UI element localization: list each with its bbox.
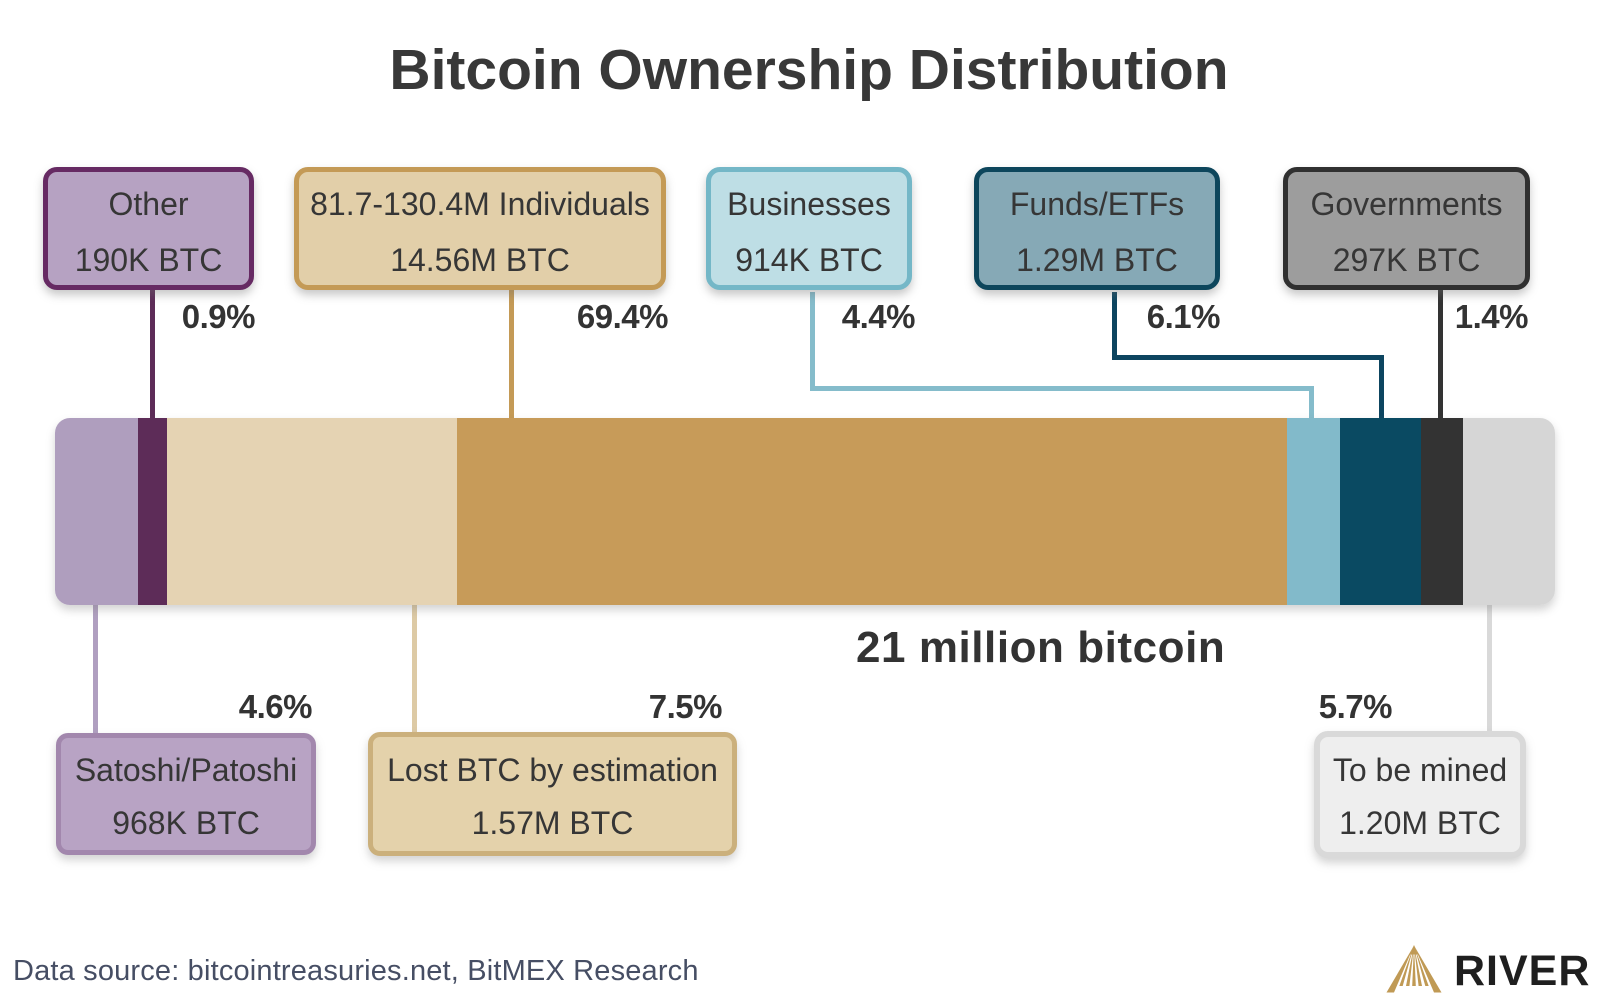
svg-text:RIVER: RIVER bbox=[1454, 947, 1590, 993]
